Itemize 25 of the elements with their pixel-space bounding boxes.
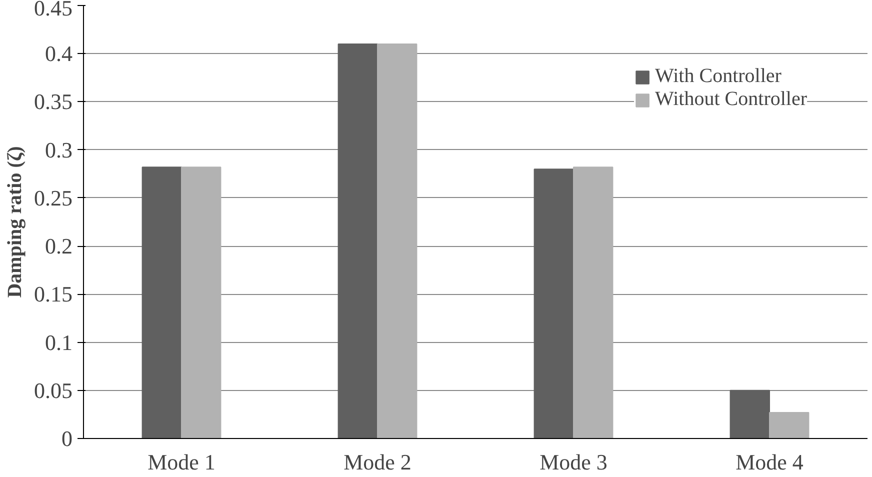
y-tick-label: 0.35 — [34, 89, 72, 114]
bar — [573, 166, 614, 438]
legend-label: Without Controller — [655, 88, 807, 111]
x-tick-label: Mode 3 — [540, 450, 608, 474]
bar — [534, 168, 574, 438]
x-tick-label: Mode 2 — [344, 450, 412, 474]
bar — [338, 43, 378, 438]
y-tick-label: 0.15 — [34, 282, 72, 307]
y-tick-label: 0 — [62, 426, 72, 451]
bar — [142, 166, 182, 438]
y-axis-title: Damping ratio (ζ) — [4, 146, 26, 298]
bar — [377, 43, 418, 438]
bar — [181, 166, 222, 438]
bar — [769, 412, 810, 438]
y-tick-label: 0.25 — [34, 185, 72, 210]
y-tick-label: 0.4 — [45, 41, 72, 66]
y-tick-label: 0.3 — [45, 137, 72, 162]
y-tick-label: 0.45 — [34, 0, 72, 20]
x-tick-label: Mode 1 — [148, 450, 216, 474]
y-tick-label: 0.2 — [45, 234, 72, 259]
y-tick-label: 0.1 — [45, 330, 72, 355]
bar — [730, 390, 770, 438]
x-tick-label: Mode 4 — [736, 450, 804, 474]
y-tick-label: 0.05 — [34, 378, 72, 403]
legend-label: With Controller — [655, 65, 782, 88]
